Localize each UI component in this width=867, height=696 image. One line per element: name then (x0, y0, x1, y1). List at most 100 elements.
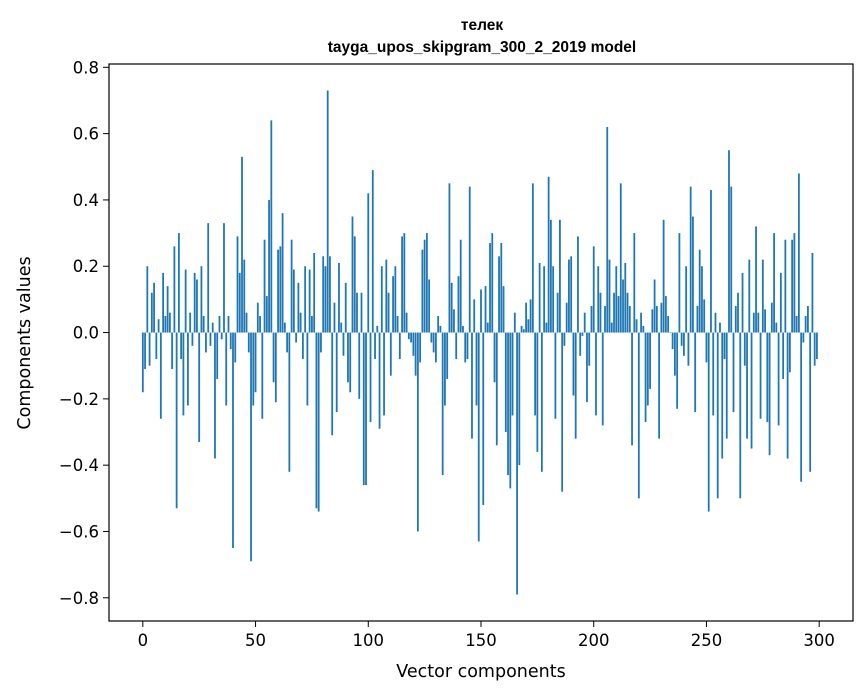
bar-component-273 (757, 312, 760, 333)
bar-component-1 (144, 332, 146, 370)
bar-component-97 (360, 292, 363, 333)
bar-component-158 (498, 256, 500, 333)
y-axis-label: Components values (15, 256, 35, 429)
bar-component-129 (432, 332, 435, 353)
plot-frame (108, 63, 854, 622)
bar-component-105 (378, 332, 381, 429)
bar-component-9 (162, 272, 165, 333)
bar-component-180 (547, 176, 550, 333)
bar-component-173 (531, 183, 534, 333)
bar-component-298 (813, 332, 816, 366)
bar-component-59 (274, 332, 277, 403)
bar-component-13 (171, 332, 174, 370)
bar-component-227 (653, 279, 656, 333)
bar-component-222 (642, 325, 645, 333)
bar-component-72 (304, 266, 307, 333)
x-tick-label: 0 (138, 631, 149, 650)
bar-component-40 (232, 332, 234, 549)
bar-component-281 (775, 322, 778, 333)
bar-component-249 (703, 299, 706, 333)
bars-group (141, 90, 818, 595)
bar-component-170 (525, 302, 527, 333)
bar-component-39 (229, 332, 232, 350)
bar-component-33 (216, 332, 219, 379)
x-tick-label: 100 (353, 631, 385, 650)
bar-component-58 (272, 332, 275, 383)
bar-component-7 (157, 319, 160, 333)
bar-component-121 (414, 332, 417, 376)
x-tick-label: 150 (465, 631, 497, 650)
bar-component-293 (802, 332, 805, 343)
bar-component-38 (227, 315, 230, 333)
bar-component-123 (419, 332, 422, 363)
bar-component-64 (286, 332, 289, 353)
bar-component-108 (385, 259, 388, 333)
bar-component-214 (624, 262, 627, 333)
bar-component-34 (218, 315, 221, 333)
y-axis-ticks: −0.8 −0.6 −0.4 −0.2 0.0 0.2 0.4 0.6 0.8 (59, 58, 109, 608)
bar-component-8 (159, 332, 162, 419)
bar-component-151 (482, 332, 485, 505)
bar-component-268 (746, 332, 748, 439)
bar-component-130 (435, 332, 437, 363)
bar-component-119 (410, 332, 413, 343)
bar-component-244 (692, 216, 694, 333)
bar-component-37 (225, 332, 228, 406)
bar-component-278 (768, 332, 771, 456)
bar-component-65 (288, 332, 291, 472)
bar-component-277 (766, 332, 769, 423)
bar-component-245 (694, 332, 697, 413)
bar-component-84 (331, 332, 334, 436)
bar-component-203 (599, 292, 602, 333)
bar-component-138 (453, 309, 455, 333)
bar-component-61 (279, 246, 282, 333)
bar-component-106 (380, 266, 383, 333)
bar-component-289 (793, 233, 796, 333)
bar-component-291 (797, 173, 800, 333)
bar-component-109 (387, 292, 390, 333)
bar-component-133 (441, 332, 444, 476)
bar-component-104 (376, 325, 379, 333)
bar-component-51 (256, 302, 259, 333)
bar-component-247 (698, 249, 701, 333)
bar-component-236 (673, 332, 676, 376)
bar-component-168 (520, 325, 523, 333)
bar-component-44 (241, 156, 243, 333)
bar-component-157 (495, 332, 498, 446)
bar-component-202 (597, 266, 600, 333)
bar-component-30 (209, 332, 212, 346)
bar-component-264 (737, 292, 739, 333)
bar-component-5 (153, 282, 155, 333)
bar-component-190 (570, 256, 573, 333)
bar-component-107 (383, 332, 385, 416)
bar-component-194 (579, 332, 582, 356)
bar-component-166 (516, 332, 518, 595)
bar-component-248 (701, 266, 703, 333)
bar-component-255 (716, 332, 719, 499)
bar-component-89 (342, 332, 345, 356)
bar-component-235 (671, 332, 674, 350)
bar-component-186 (561, 332, 564, 492)
bar-component-234 (669, 332, 672, 334)
bar-component-204 (601, 332, 604, 426)
y-tick-label: 0.8 (73, 58, 99, 77)
bar-component-85 (333, 302, 336, 333)
bar-component-91 (347, 332, 349, 383)
bar-component-88 (340, 322, 343, 333)
bar-component-75 (311, 315, 313, 333)
bar-component-172 (529, 299, 532, 333)
bar-component-23 (193, 272, 196, 333)
bar-component-87 (338, 262, 340, 333)
bar-component-112 (394, 266, 397, 333)
bar-component-187 (563, 332, 566, 346)
bar-component-12 (168, 312, 171, 333)
bar-component-147 (473, 299, 476, 333)
bar-component-206 (606, 126, 609, 333)
bar-component-257 (721, 332, 724, 459)
bar-component-290 (795, 315, 798, 333)
y-tick-label: 0.6 (73, 125, 99, 144)
bar-component-197 (586, 332, 588, 403)
bar-component-24 (196, 279, 198, 333)
bar-component-241 (685, 266, 688, 333)
bar-component-150 (480, 289, 482, 333)
